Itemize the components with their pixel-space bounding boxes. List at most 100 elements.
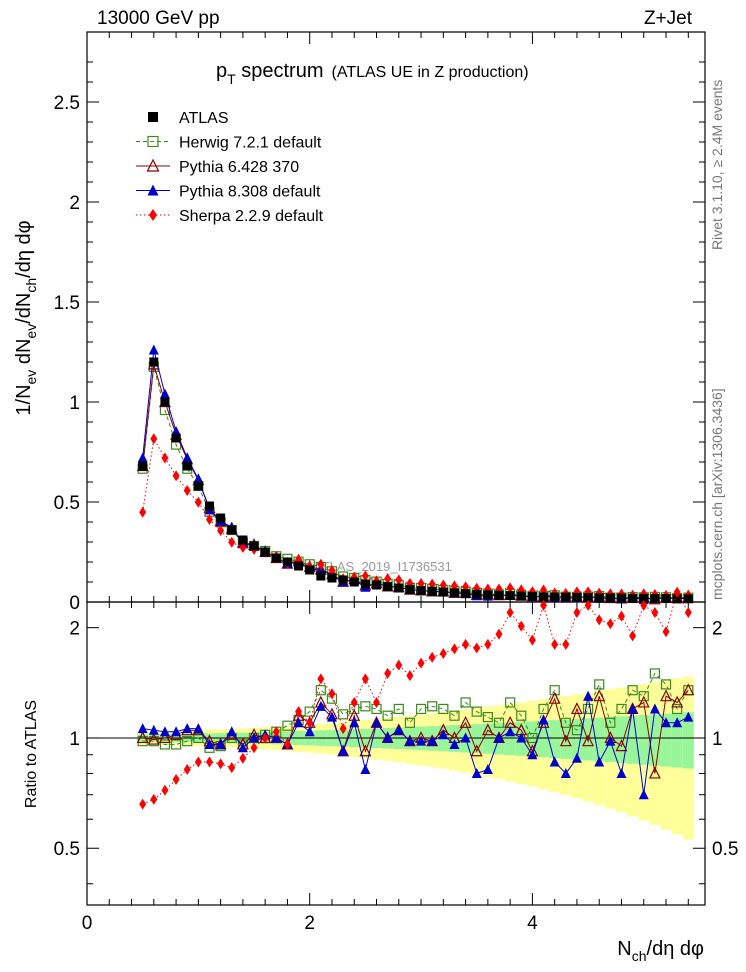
series-marker: [482, 764, 493, 775]
title-p: p: [216, 60, 227, 82]
data-point-marker: [527, 591, 537, 601]
legend-label: Pythia 8.308 default: [179, 184, 321, 201]
uncertainty-band-green: [660, 713, 672, 767]
ylabel-s3: ch: [23, 278, 39, 293]
mcplots-label: mcplots.cern.ch [arXiv:1306.3436]: [709, 388, 725, 600]
series-marker: [616, 703, 627, 715]
data-point-marker: [372, 580, 382, 590]
x-axis-label: Nch/dη dφ: [617, 938, 704, 964]
series-marker: [215, 738, 226, 749]
data-point-marker: [628, 593, 638, 603]
series-marker: [217, 758, 225, 770]
title-sub: T: [227, 71, 236, 87]
uncertainty-band-green: [571, 718, 583, 760]
series-marker: [250, 742, 258, 754]
data-point-marker: [438, 587, 448, 597]
data-point-marker: [148, 112, 158, 122]
series-marker: [662, 626, 670, 638]
series-marker: [183, 484, 191, 496]
series-marker: [147, 184, 159, 196]
series-marker: [373, 696, 381, 708]
series-marker: [150, 433, 158, 445]
series-marker: [193, 723, 204, 734]
series-marker: [615, 739, 628, 752]
series-marker: [595, 614, 603, 626]
series-marker: [306, 717, 314, 729]
series-marker: [494, 732, 504, 743]
series-marker: [395, 659, 403, 671]
series-marker: [159, 388, 170, 399]
series-marker: [649, 703, 660, 714]
series-marker: [629, 630, 637, 642]
series-marker: [538, 714, 549, 725]
series-marker: [384, 667, 392, 679]
series-marker: [159, 726, 170, 737]
energy-label: 13000 GeV pp: [97, 8, 220, 29]
series-marker: [172, 470, 180, 482]
ratio-panel-series: [136, 586, 695, 810]
series-marker: [571, 752, 582, 763]
series-marker: [449, 738, 460, 749]
data-point-marker: [639, 593, 649, 603]
series-marker: [417, 657, 425, 669]
series-marker: [338, 709, 349, 720]
series-marker: [416, 735, 427, 746]
series-marker: [350, 696, 358, 708]
series-marker: [571, 725, 583, 736]
series-marker: [559, 734, 572, 747]
data-point-marker: [405, 584, 415, 594]
series-marker: [148, 736, 159, 747]
series-marker: [470, 744, 483, 757]
data-point-marker: [416, 585, 426, 595]
uncertainty-band-green: [471, 724, 483, 754]
series-marker: [183, 764, 191, 776]
series-marker: [582, 734, 595, 747]
y-tick-label-ratio-right: 1: [712, 729, 723, 750]
ylabel-s1: ev: [23, 370, 39, 385]
series-marker: [438, 729, 449, 740]
series-marker: [570, 702, 583, 715]
series-marker: [473, 642, 481, 654]
series-marker: [193, 473, 204, 484]
data-point-marker: [383, 581, 393, 591]
data-point-marker: [260, 547, 270, 557]
data-point-marker: [216, 513, 226, 523]
series-marker: [438, 703, 449, 715]
series-marker: [182, 736, 193, 747]
uncertainty-band-green: [593, 717, 605, 762]
series-marker: [516, 710, 527, 721]
series-marker: [562, 638, 570, 650]
legend-label: Sherpa 2.2.9 default: [179, 208, 324, 225]
series-marker: [528, 634, 536, 646]
ylabel-p1: 1/N: [13, 384, 35, 415]
data-point-marker: [360, 579, 370, 589]
data-point-marker: [449, 588, 459, 598]
series-marker: [360, 701, 371, 712]
data-point-marker: [550, 592, 560, 602]
series-marker: [228, 762, 236, 774]
ratio-y-axis-label: Ratio to ATLAS: [23, 700, 40, 808]
xlabel-p1: N: [617, 938, 631, 960]
series-marker: [495, 628, 503, 640]
series-marker: [651, 606, 659, 618]
x-tick-label: 4: [527, 913, 538, 934]
series-marker: [549, 685, 560, 696]
series-marker: [338, 745, 349, 756]
series-marker: [182, 723, 193, 734]
data-point-marker: [327, 573, 337, 583]
series-marker: [315, 700, 326, 711]
uncertainty-band-green: [627, 715, 639, 764]
uncertainty-band-green: [482, 723, 494, 754]
series-marker: [672, 703, 683, 715]
data-point-marker: [294, 561, 304, 571]
data-point-marker: [539, 592, 549, 602]
series-marker: [228, 536, 236, 548]
ylabel-p2: dN: [13, 339, 35, 370]
series-marker: [449, 710, 460, 721]
series-marker: [617, 610, 625, 622]
ratio-panel-frame: [86, 601, 706, 906]
series-marker: [506, 582, 514, 594]
x-tick-label: 2: [304, 913, 315, 934]
x-tick-label: 0: [82, 913, 93, 934]
ratio-series-line-pythia6: [142, 689, 689, 774]
